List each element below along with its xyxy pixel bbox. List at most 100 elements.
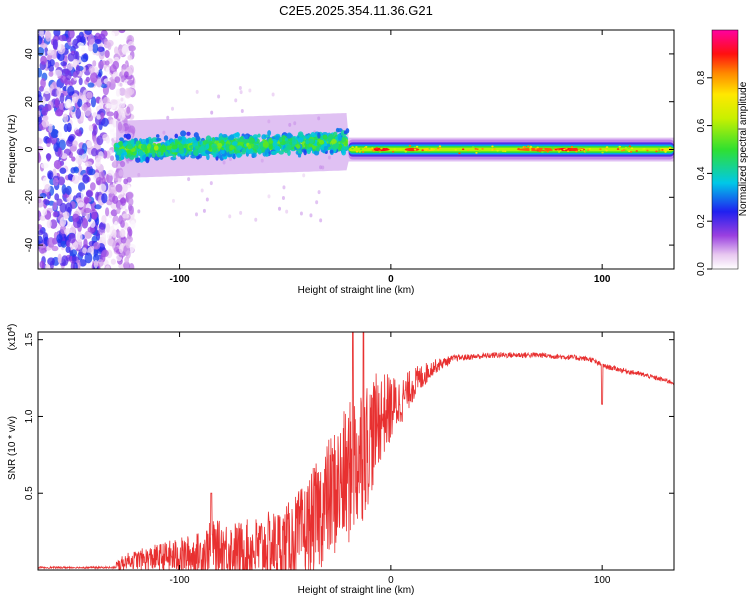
spectrogram-cell <box>65 202 73 214</box>
spectrogram-cell <box>44 184 51 193</box>
spectrogram-cell <box>239 90 243 95</box>
spectrogram-cell <box>559 149 562 152</box>
spectrogram-cell <box>120 97 124 102</box>
spectrogram-cell <box>244 134 249 139</box>
spectrogram-cell <box>87 114 94 122</box>
spectrogram-cell <box>584 150 588 153</box>
spectrogram-cell <box>59 217 67 227</box>
spectrogram-xtick-label: 0 <box>388 274 394 285</box>
spectrogram-cell <box>48 71 54 77</box>
spectrogram-cell <box>421 149 424 152</box>
spectrogram-cell <box>297 148 303 155</box>
spectrogram-cell <box>119 137 124 142</box>
spectrogram-cell <box>309 213 313 218</box>
spectrogram-cell <box>355 150 359 153</box>
spectrogram-cell <box>264 149 268 156</box>
spectrogram-cell <box>163 135 169 141</box>
spectrogram-cell <box>123 178 129 185</box>
colorbar: 0.0 0.2 0.4 0.6 0.8 Normalized spectral ampl… <box>696 29 749 276</box>
spectrogram-cell <box>323 146 329 150</box>
spectrogram-cell <box>124 256 130 264</box>
spectrogram-cell <box>317 190 321 195</box>
spectrogram-cell <box>56 234 63 244</box>
spectrogram-cell <box>112 60 120 70</box>
spectrogram-cell <box>101 117 109 127</box>
spectrogram-cell <box>241 148 247 155</box>
spectrogram-cell <box>120 153 125 160</box>
spectrogram-cell <box>75 197 83 203</box>
spectrogram-cell <box>101 214 107 224</box>
spectrogram-heatmap <box>38 30 674 269</box>
spectrogram-cell <box>43 87 51 95</box>
spectrogram-cell <box>115 88 121 97</box>
spectrogram-cell <box>100 112 105 119</box>
spectrogram-cell <box>217 153 222 159</box>
spectrogram-cell <box>164 151 169 157</box>
spectrogram-cell <box>385 147 388 150</box>
spectrogram-cell <box>586 149 590 152</box>
spectrogram-cell <box>106 81 112 88</box>
spectrogram-cell <box>249 137 255 144</box>
spectrogram-cell <box>46 137 53 144</box>
spectrogram-cell <box>38 35 43 45</box>
spectrogram-cell <box>147 138 154 145</box>
spectrogram-cell <box>39 260 45 269</box>
spectrogram-cell <box>77 98 83 108</box>
spectrogram-cell <box>156 137 162 142</box>
spectrogram-cell <box>66 37 72 43</box>
spectrogram-cell <box>126 106 131 114</box>
spectrogram-cell <box>50 128 59 139</box>
spectrogram-hotspot <box>370 147 390 152</box>
spectrogram-cell <box>329 149 334 154</box>
spectrogram-cell <box>47 257 55 266</box>
spectrogram-ytick-label: -40 <box>24 237 35 252</box>
spectrogram-cell <box>171 198 175 203</box>
spectrogram-cell <box>212 153 217 158</box>
spectrogram-cell <box>127 54 133 61</box>
spectrogram-cell <box>75 129 82 137</box>
spectrogram-cell <box>97 259 104 267</box>
spectrogram-cell <box>430 148 433 150</box>
spectrogram-cell <box>58 34 67 42</box>
spectrogram-cell <box>145 156 150 164</box>
spectrogram-cell <box>38 110 41 118</box>
spectrogram-cell <box>211 137 216 143</box>
spectrogram-cell <box>165 145 172 151</box>
spectrogram-cell <box>210 110 214 115</box>
spectrogram-cell <box>286 132 292 139</box>
spectrogram-cell <box>281 135 286 140</box>
spectrogram-cell <box>655 150 658 153</box>
spectrogram-cell <box>65 70 72 81</box>
spectrogram-cell <box>70 261 76 269</box>
spectrogram-cell <box>79 36 86 43</box>
spectrogram-cell <box>478 148 482 151</box>
spectrogram-cell <box>601 151 604 154</box>
spectrogram-cell <box>38 229 44 236</box>
spectrogram-cell <box>523 146 527 149</box>
spectrogram-cell <box>101 249 109 258</box>
spectrogram-cell <box>95 157 102 167</box>
spectrogram-cell <box>221 149 225 155</box>
spectrogram-cell <box>370 148 373 150</box>
spectrogram-cell <box>408 144 412 147</box>
spectrogram-cell <box>259 141 263 149</box>
spectrogram-cell <box>239 210 243 215</box>
spectrogram-cell <box>101 232 107 243</box>
spectrogram-cell <box>45 30 52 42</box>
spectrogram-cell <box>321 131 328 136</box>
spectrogram-cell <box>536 149 539 152</box>
spectrogram-cell <box>375 146 378 149</box>
spectrogram-cell <box>88 168 96 176</box>
spectrogram-cell <box>84 30 92 35</box>
spectrogram-cell <box>140 143 147 151</box>
spectrogram-cell <box>618 145 621 148</box>
spectrogram-cell <box>341 149 347 156</box>
spectrogram-cell <box>73 50 78 61</box>
spectrogram-cell <box>194 145 200 150</box>
spectrogram-cell <box>112 117 117 128</box>
spectrogram-cell <box>98 183 107 193</box>
spectrogram-cell <box>91 212 98 220</box>
spectrogram-cell <box>237 145 243 151</box>
spectrogram-cell <box>438 145 442 148</box>
spectrogram-cell <box>38 114 43 125</box>
